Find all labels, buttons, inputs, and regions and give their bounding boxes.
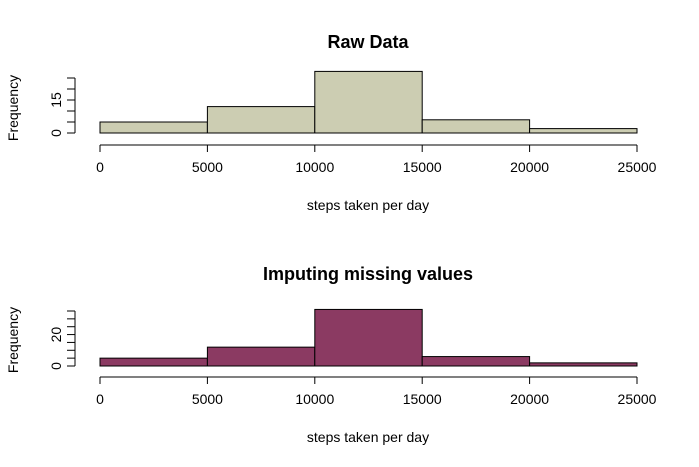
- y-axis-label-imputed: Frequency: [5, 307, 21, 373]
- x-tick-label: 20000: [510, 159, 549, 175]
- x-tick-label: 25000: [618, 391, 657, 407]
- x-axis-label-imputed: steps taken per day: [307, 429, 429, 445]
- chart-title-raw: Raw Data: [327, 32, 409, 52]
- histogram-bar: [206, 346, 316, 367]
- histogram-bar: [529, 128, 638, 134]
- histogram-bar: [314, 308, 423, 367]
- x-tick-label: 25000: [618, 159, 657, 175]
- chart-title-imputed: Imputing missing values: [263, 264, 473, 284]
- y-tick-label: 0: [48, 362, 64, 370]
- x-tick-label: 5000: [192, 159, 223, 175]
- panel-imputed: Imputing missing values Frequency steps …: [5, 264, 657, 445]
- x-tick-label: 5000: [192, 391, 223, 407]
- plot-area-raw: 0 5000 10000 15000 20000 25000 0 15: [48, 70, 657, 175]
- y-tick-label: 20: [48, 327, 64, 343]
- histogram-bar: [529, 362, 638, 367]
- x-tick-label: 0: [96, 391, 104, 407]
- x-tick-label: 15000: [403, 159, 442, 175]
- x-tick-label: 10000: [295, 159, 334, 175]
- histogram-bar: [421, 356, 531, 367]
- plot-area-imputed: 0 5000 10000 15000 20000 25000 0 20: [48, 308, 657, 407]
- histogram-bar: [206, 106, 316, 134]
- y-tick-label: 15: [48, 92, 64, 108]
- y-tick-label: 0: [48, 129, 64, 137]
- histogram-bar: [99, 357, 208, 367]
- panel-raw-data: Raw Data Frequency steps taken per day 0…: [5, 32, 657, 213]
- histogram-bar: [99, 121, 208, 134]
- histogram-bar: [314, 70, 423, 134]
- x-tick-label: 10000: [295, 391, 334, 407]
- x-tick-label: 0: [96, 159, 104, 175]
- x-tick-label: 15000: [403, 391, 442, 407]
- x-axis-label-raw: steps taken per day: [307, 197, 429, 213]
- y-axis-label-raw: Frequency: [5, 75, 21, 141]
- x-tick-label: 20000: [510, 391, 549, 407]
- histogram-bar: [421, 119, 531, 134]
